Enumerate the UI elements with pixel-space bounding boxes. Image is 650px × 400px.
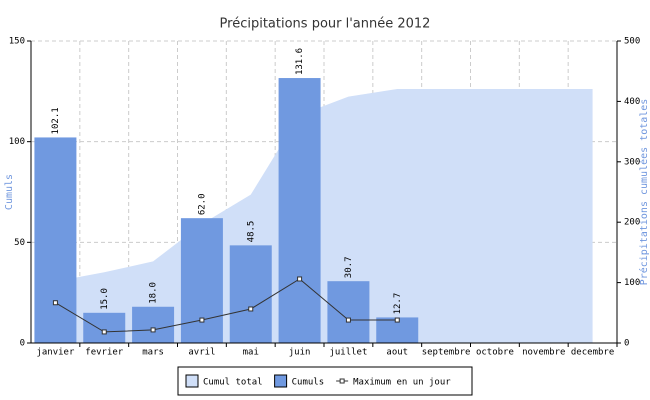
value-label: 12.7 <box>393 293 403 315</box>
y-tick-label: 50 <box>14 238 25 248</box>
legend-swatch <box>185 374 199 388</box>
line-point <box>345 317 351 323</box>
legend-label: Cumuls <box>292 378 325 388</box>
value-label: 18.0 <box>149 282 159 304</box>
x-tick-label: septembre <box>422 348 471 358</box>
legend-label: Maximum en un jour <box>353 378 451 388</box>
bar <box>34 137 77 343</box>
y-tick-label: 150 <box>9 37 25 47</box>
x-tick-label: mai <box>243 348 259 358</box>
bar <box>132 306 175 343</box>
y-tick-label: 100 <box>9 137 25 147</box>
bar <box>327 281 370 343</box>
y-tick-label: 0 <box>20 339 25 349</box>
legend-box <box>177 366 473 396</box>
x-tick-label: juin <box>289 348 311 358</box>
y2-tick-label: 500 <box>624 37 640 47</box>
line <box>55 278 398 333</box>
line-point <box>394 317 400 323</box>
x-tick-label: decembre <box>571 348 614 358</box>
legend: Cumul total Cumuls Maximum en un jour <box>177 366 473 396</box>
y2-tick-label: 100 <box>624 278 640 288</box>
bar <box>278 78 321 343</box>
line-point <box>199 317 205 323</box>
y2-axis-title: Précipitations cumulées totales <box>638 99 650 286</box>
x-tick-label: fevrier <box>85 348 124 358</box>
legend-swatch-point <box>339 378 345 384</box>
x-tick-label: janvier <box>36 348 75 358</box>
value-label: 15.0 <box>100 288 110 310</box>
line-point <box>52 300 58 306</box>
x-tick-label: mars <box>142 348 164 358</box>
line-point <box>101 329 107 335</box>
line-point <box>297 276 303 282</box>
area <box>55 88 593 343</box>
legend-swatch <box>274 374 288 388</box>
line-point <box>150 327 156 333</box>
value-label: 131.6 <box>295 48 305 75</box>
x-tick-label: avril <box>188 348 215 358</box>
y2-tick-label: 0 <box>624 339 629 349</box>
bar <box>180 218 223 343</box>
y-axis-title: Cumuls <box>4 174 15 210</box>
y2-tick-label: 400 <box>624 97 640 107</box>
y2-tick-label: 200 <box>624 218 640 228</box>
bar <box>83 312 126 343</box>
x-tick-label: aout <box>386 348 408 358</box>
value-label: 62.0 <box>197 193 207 215</box>
bar <box>229 245 272 343</box>
value-label: 30.7 <box>344 257 354 279</box>
value-label: 48.5 <box>246 221 256 243</box>
x-tick-label: octobre <box>476 348 514 358</box>
x-tick-label: novembre <box>522 348 565 358</box>
x-tick-label: juillet <box>329 348 367 358</box>
line-point <box>248 306 254 312</box>
y2-tick-label: 300 <box>624 157 640 167</box>
chart-title: Précipitations pour l'année 2012 <box>220 17 431 32</box>
value-label: 102.1 <box>51 107 61 134</box>
legend-label: Cumul total <box>203 378 263 388</box>
